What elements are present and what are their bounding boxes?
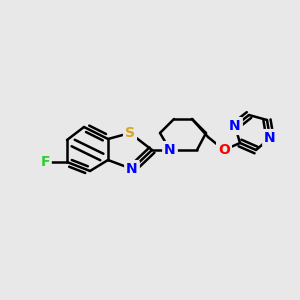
Text: O: O — [218, 143, 230, 157]
Text: N: N — [229, 119, 241, 133]
Text: F: F — [40, 155, 50, 169]
Text: N: N — [126, 162, 138, 176]
Text: S: S — [125, 126, 135, 140]
Text: N: N — [264, 131, 276, 145]
Text: N: N — [164, 143, 176, 157]
